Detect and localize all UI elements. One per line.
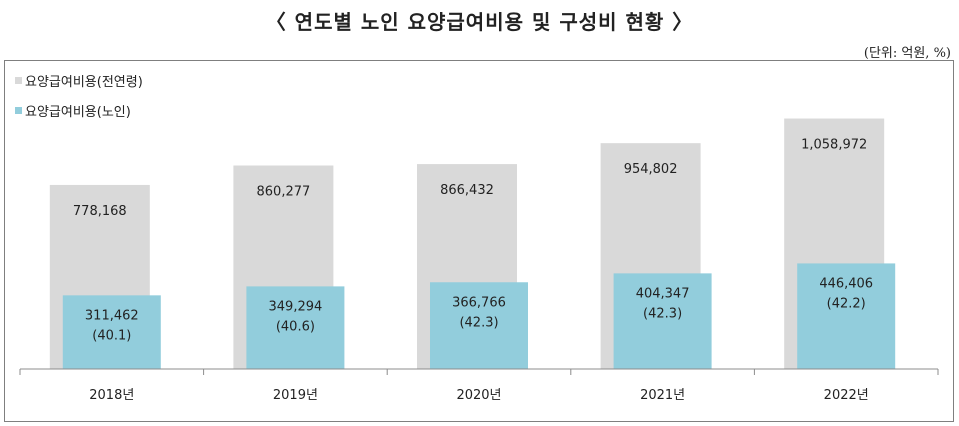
x-tick-label: 2020년	[456, 388, 501, 403]
legend-swatch-all-ages	[15, 77, 22, 84]
data-label-all-ages: 778,168	[73, 204, 127, 219]
legend-label-all-ages: 요양급여비용(전연령)	[25, 75, 143, 90]
data-label-elderly: 349,294	[269, 299, 323, 314]
bar-chart: 778,168 311,462 (40.1) 2018년 860,277 349,294 (…	[19, 118, 939, 403]
legend-swatch-elderly	[15, 107, 22, 114]
data-label-elderly: 311,462	[85, 308, 139, 323]
chart-title: 〈 연도별 노인 요양급여비용 및 구성비 현황 〉	[265, 10, 694, 34]
share-label-elderly: (42.3)	[459, 315, 498, 330]
data-label-all-ages: 860,277	[257, 185, 311, 200]
x-tick-label: 2018년	[89, 388, 134, 403]
chart-frame: 요양급여비용(전연령) 요양급여비용(노인) 778,168 311,462 (40…	[4, 60, 954, 422]
legend-label-elderly: 요양급여비용(노인)	[25, 105, 131, 120]
unit-label: (단위: 억원, %)	[863, 46, 951, 61]
bar-elderly	[62, 295, 161, 369]
x-tick-label: 2021년	[640, 388, 685, 403]
data-label-all-ages: 1,058,972	[801, 138, 867, 153]
share-label-elderly: (40.1)	[92, 328, 131, 343]
data-label-elderly: 366,766	[452, 295, 506, 310]
data-label-elderly: 446,406	[819, 276, 873, 291]
share-label-elderly: (42.3)	[643, 306, 682, 321]
share-label-elderly: (40.6)	[276, 319, 315, 334]
x-tick-label: 2022년	[824, 388, 869, 403]
bar-elderly	[430, 282, 528, 369]
data-label-all-ages: 954,802	[624, 162, 678, 177]
share-label-elderly: (42.2)	[827, 296, 866, 311]
legend-item-elderly: 요양급여비용(노인)	[15, 101, 131, 120]
bar-elderly	[797, 263, 896, 369]
x-tick-label: 2019년	[273, 388, 318, 403]
legend-item-all-ages: 요양급여비용(전연령)	[15, 71, 143, 90]
bar-elderly	[246, 286, 345, 369]
data-label-all-ages: 866,432	[440, 183, 494, 198]
bar-elderly	[613, 273, 712, 369]
data-label-elderly: 404,347	[636, 286, 690, 301]
